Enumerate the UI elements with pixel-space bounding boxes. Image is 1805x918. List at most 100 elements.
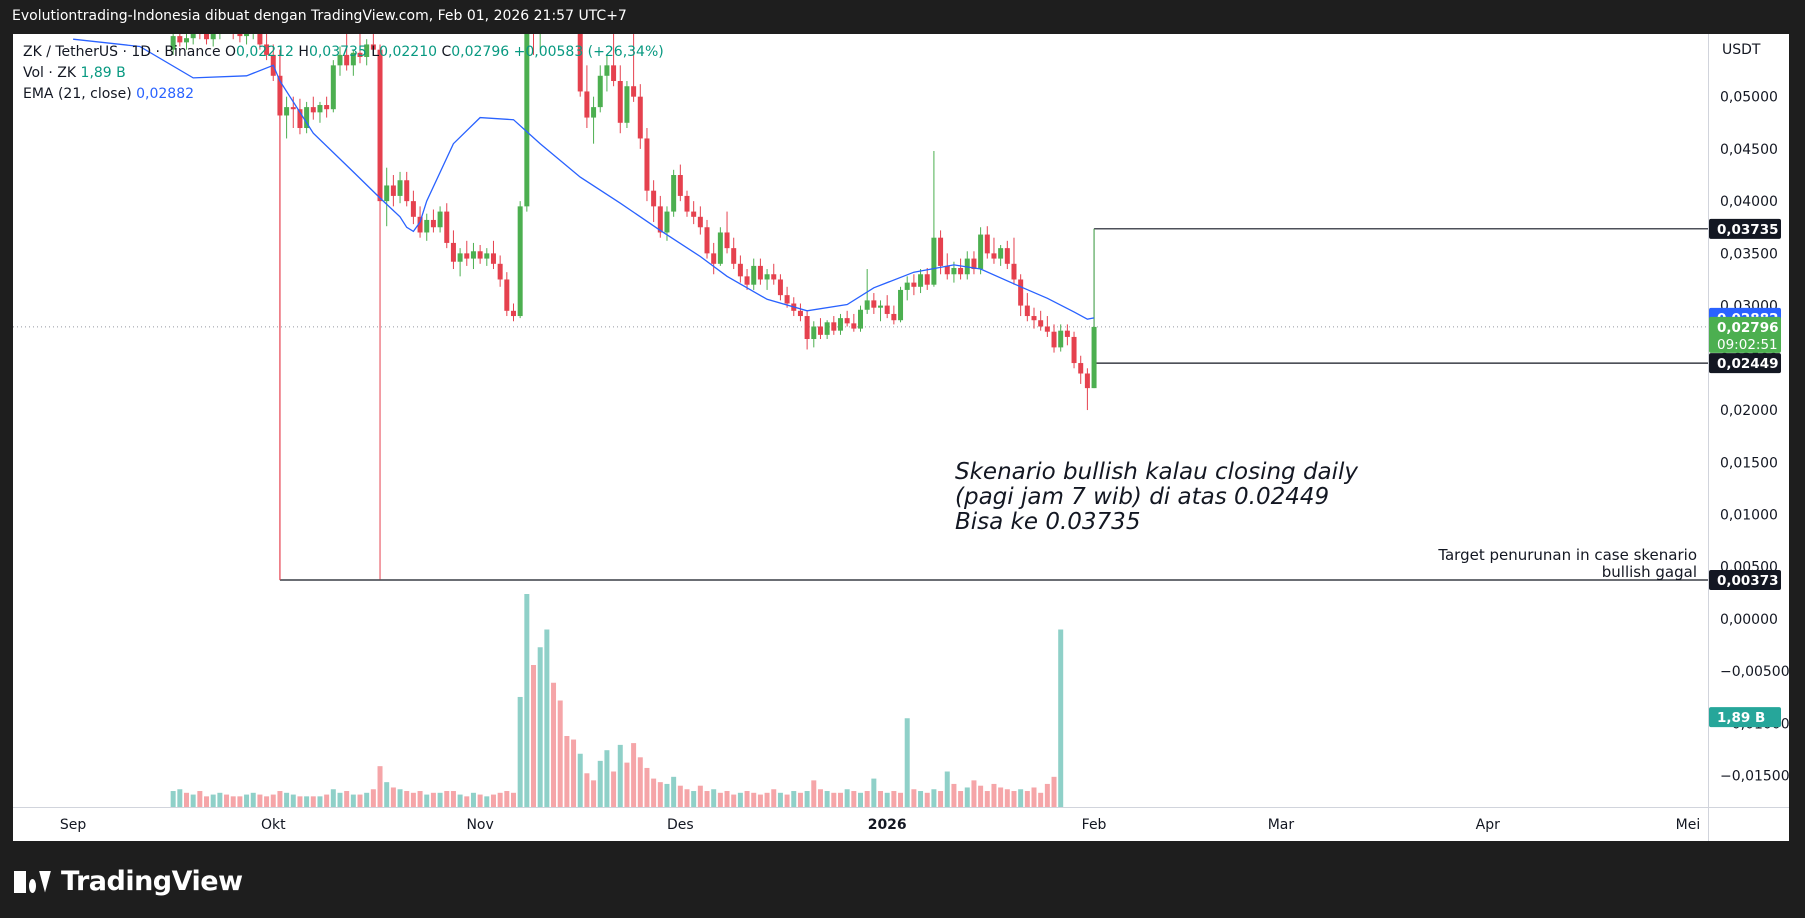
volume-bar <box>951 783 957 807</box>
volume-bar <box>878 791 884 807</box>
candle-body <box>771 274 777 280</box>
volume-bar <box>390 787 396 807</box>
ohlc-high-value: 0,03735 <box>308 44 367 60</box>
price-chart[interactable]: USDT0,050000,045000,040000,035000,030000… <box>13 0 1790 841</box>
volume-bar <box>204 796 210 807</box>
candle-body <box>784 295 790 304</box>
candle-body <box>257 25 263 45</box>
candle-body <box>737 263 743 277</box>
candle-body <box>757 265 763 280</box>
volume-bar <box>831 792 837 807</box>
volume-bar <box>871 778 877 807</box>
candle-body <box>604 65 610 76</box>
candle-body <box>410 201 416 217</box>
volume-bar <box>931 789 937 807</box>
candle-body <box>1044 326 1050 332</box>
volume-bar <box>464 796 470 807</box>
candle-body <box>357 52 363 57</box>
volume-indicator-label[interactable]: Vol · ZK <box>23 65 77 81</box>
ohlc-open-label: O <box>225 44 237 60</box>
volume-bar <box>1051 776 1057 807</box>
volume-bar <box>1044 783 1050 807</box>
volume-bar <box>197 791 203 807</box>
candle-body <box>898 289 904 321</box>
x-tick-label: 2026 <box>868 817 907 833</box>
volume-bar <box>317 796 323 807</box>
candle-body <box>304 107 310 129</box>
candle-body <box>944 265 950 275</box>
volume-bar <box>891 791 897 807</box>
candle-body <box>878 305 884 308</box>
volume-bar <box>190 794 196 807</box>
price-scale-tag <box>1709 218 1781 239</box>
tradingview-logo[interactable]: TradingView <box>14 866 243 897</box>
candle-body <box>1031 316 1037 321</box>
candle-body <box>711 253 717 264</box>
candle-body <box>1091 326 1097 389</box>
candle-body <box>390 185 396 196</box>
chart-panel[interactable]: ZK / TetherUS · 1D · Binance O0,02212 H0… <box>13 0 1790 841</box>
candle-body <box>1078 363 1084 374</box>
volume-bar <box>250 792 256 807</box>
volume-bar <box>224 794 230 807</box>
y-tick-label: 0,01500 <box>1720 455 1778 471</box>
volume-bar <box>577 753 583 807</box>
volume-bar <box>864 791 870 807</box>
volume-bar <box>404 791 410 807</box>
volume-bar <box>484 796 490 807</box>
volume-bar <box>911 789 917 807</box>
volume-bar <box>457 794 463 807</box>
target-annotation-line: Target penurunan in case skenario <box>1437 546 1697 564</box>
candle-body <box>1004 248 1010 264</box>
volume-bar <box>290 794 296 807</box>
volume-bar <box>751 792 757 807</box>
candle-body <box>871 300 877 308</box>
volume-bar <box>584 773 590 807</box>
candle-body <box>984 234 990 254</box>
candle-body <box>470 251 476 259</box>
volume-bar <box>384 782 390 807</box>
candle-body <box>477 251 483 259</box>
volume-bar <box>671 776 677 807</box>
candle-body <box>1084 373 1090 389</box>
volume-bar <box>357 794 363 807</box>
candle-body <box>644 138 650 191</box>
volume-bar <box>184 792 190 807</box>
candle-body <box>524 13 530 207</box>
volume-bar <box>450 791 456 807</box>
volume-bar <box>597 760 603 807</box>
volume-bar <box>517 696 523 807</box>
candle-body <box>911 282 917 287</box>
candle-body <box>677 175 683 196</box>
ohlc-low-label: L <box>371 44 380 60</box>
price-scale-tag-text: 0,02449 <box>1717 356 1779 372</box>
symbol-label[interactable]: ZK / TetherUS · 1D · Binance <box>23 44 221 60</box>
ema-indicator-label[interactable]: EMA (21, close) <box>23 86 132 102</box>
volume-bar <box>284 792 290 807</box>
candle-body <box>310 107 316 113</box>
candle-body <box>831 322 837 331</box>
candle-body <box>664 211 670 233</box>
candle-body <box>764 274 770 280</box>
volume-bar <box>731 794 737 807</box>
candle-body <box>797 310 803 317</box>
volume-bar <box>551 682 557 807</box>
volume-bar <box>330 789 336 807</box>
volume-bar <box>784 794 790 807</box>
candle-body <box>824 322 830 335</box>
candle-body <box>1024 305 1030 317</box>
price-scale-tag <box>1709 707 1781 728</box>
volume-bar <box>817 789 823 807</box>
candle-body <box>577 18 583 92</box>
candle-body <box>744 276 750 285</box>
candle-body <box>1051 331 1057 348</box>
volume-bar <box>217 792 223 807</box>
candle-body <box>517 206 523 317</box>
scenario-annotation-line: (pagi jam 7 wib) di atas 0.02449 <box>955 484 1329 510</box>
volume-bar <box>604 750 610 807</box>
volume-bar <box>797 792 803 807</box>
volume-bar <box>704 791 710 807</box>
candle-body <box>264 44 270 55</box>
candle-body <box>170 36 176 50</box>
volume-bar <box>364 792 370 807</box>
